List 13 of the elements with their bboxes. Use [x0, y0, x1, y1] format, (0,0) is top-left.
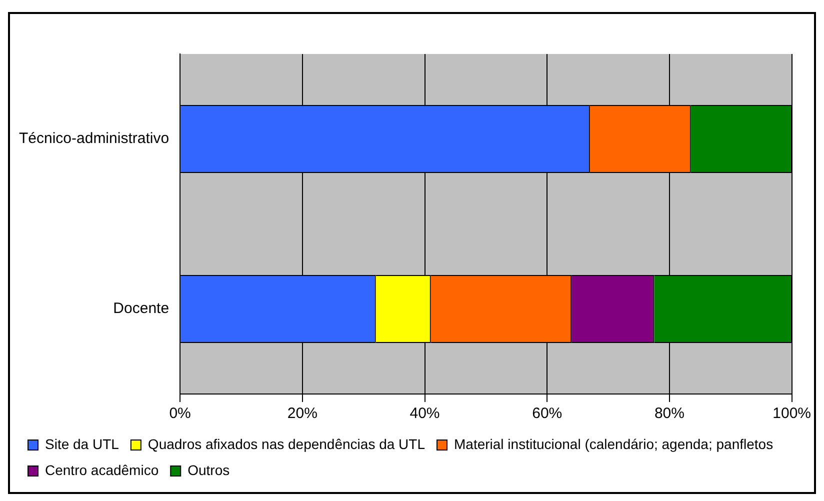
x-tick-label: 100% [772, 405, 812, 422]
legend-label: Quadros afixados nas dependências da UTL [148, 436, 426, 452]
x-tick-label: 40% [410, 405, 440, 422]
legend-label: Material institucional (calendário; agenda; panfletos [454, 436, 774, 452]
x-tick-label: 20% [287, 405, 318, 422]
x-tick-label: 0% [169, 405, 191, 422]
y-tick-label: Docente [113, 300, 170, 318]
x-tick-label: 80% [654, 405, 684, 422]
y-tick-label: Técnico-administrativo [18, 130, 170, 148]
legend-label: Outros [188, 462, 230, 478]
legend-label: Site da UTL [45, 436, 120, 452]
legend-label: Centro acadêmico [45, 462, 159, 478]
x-tick-label: 60% [532, 405, 562, 422]
